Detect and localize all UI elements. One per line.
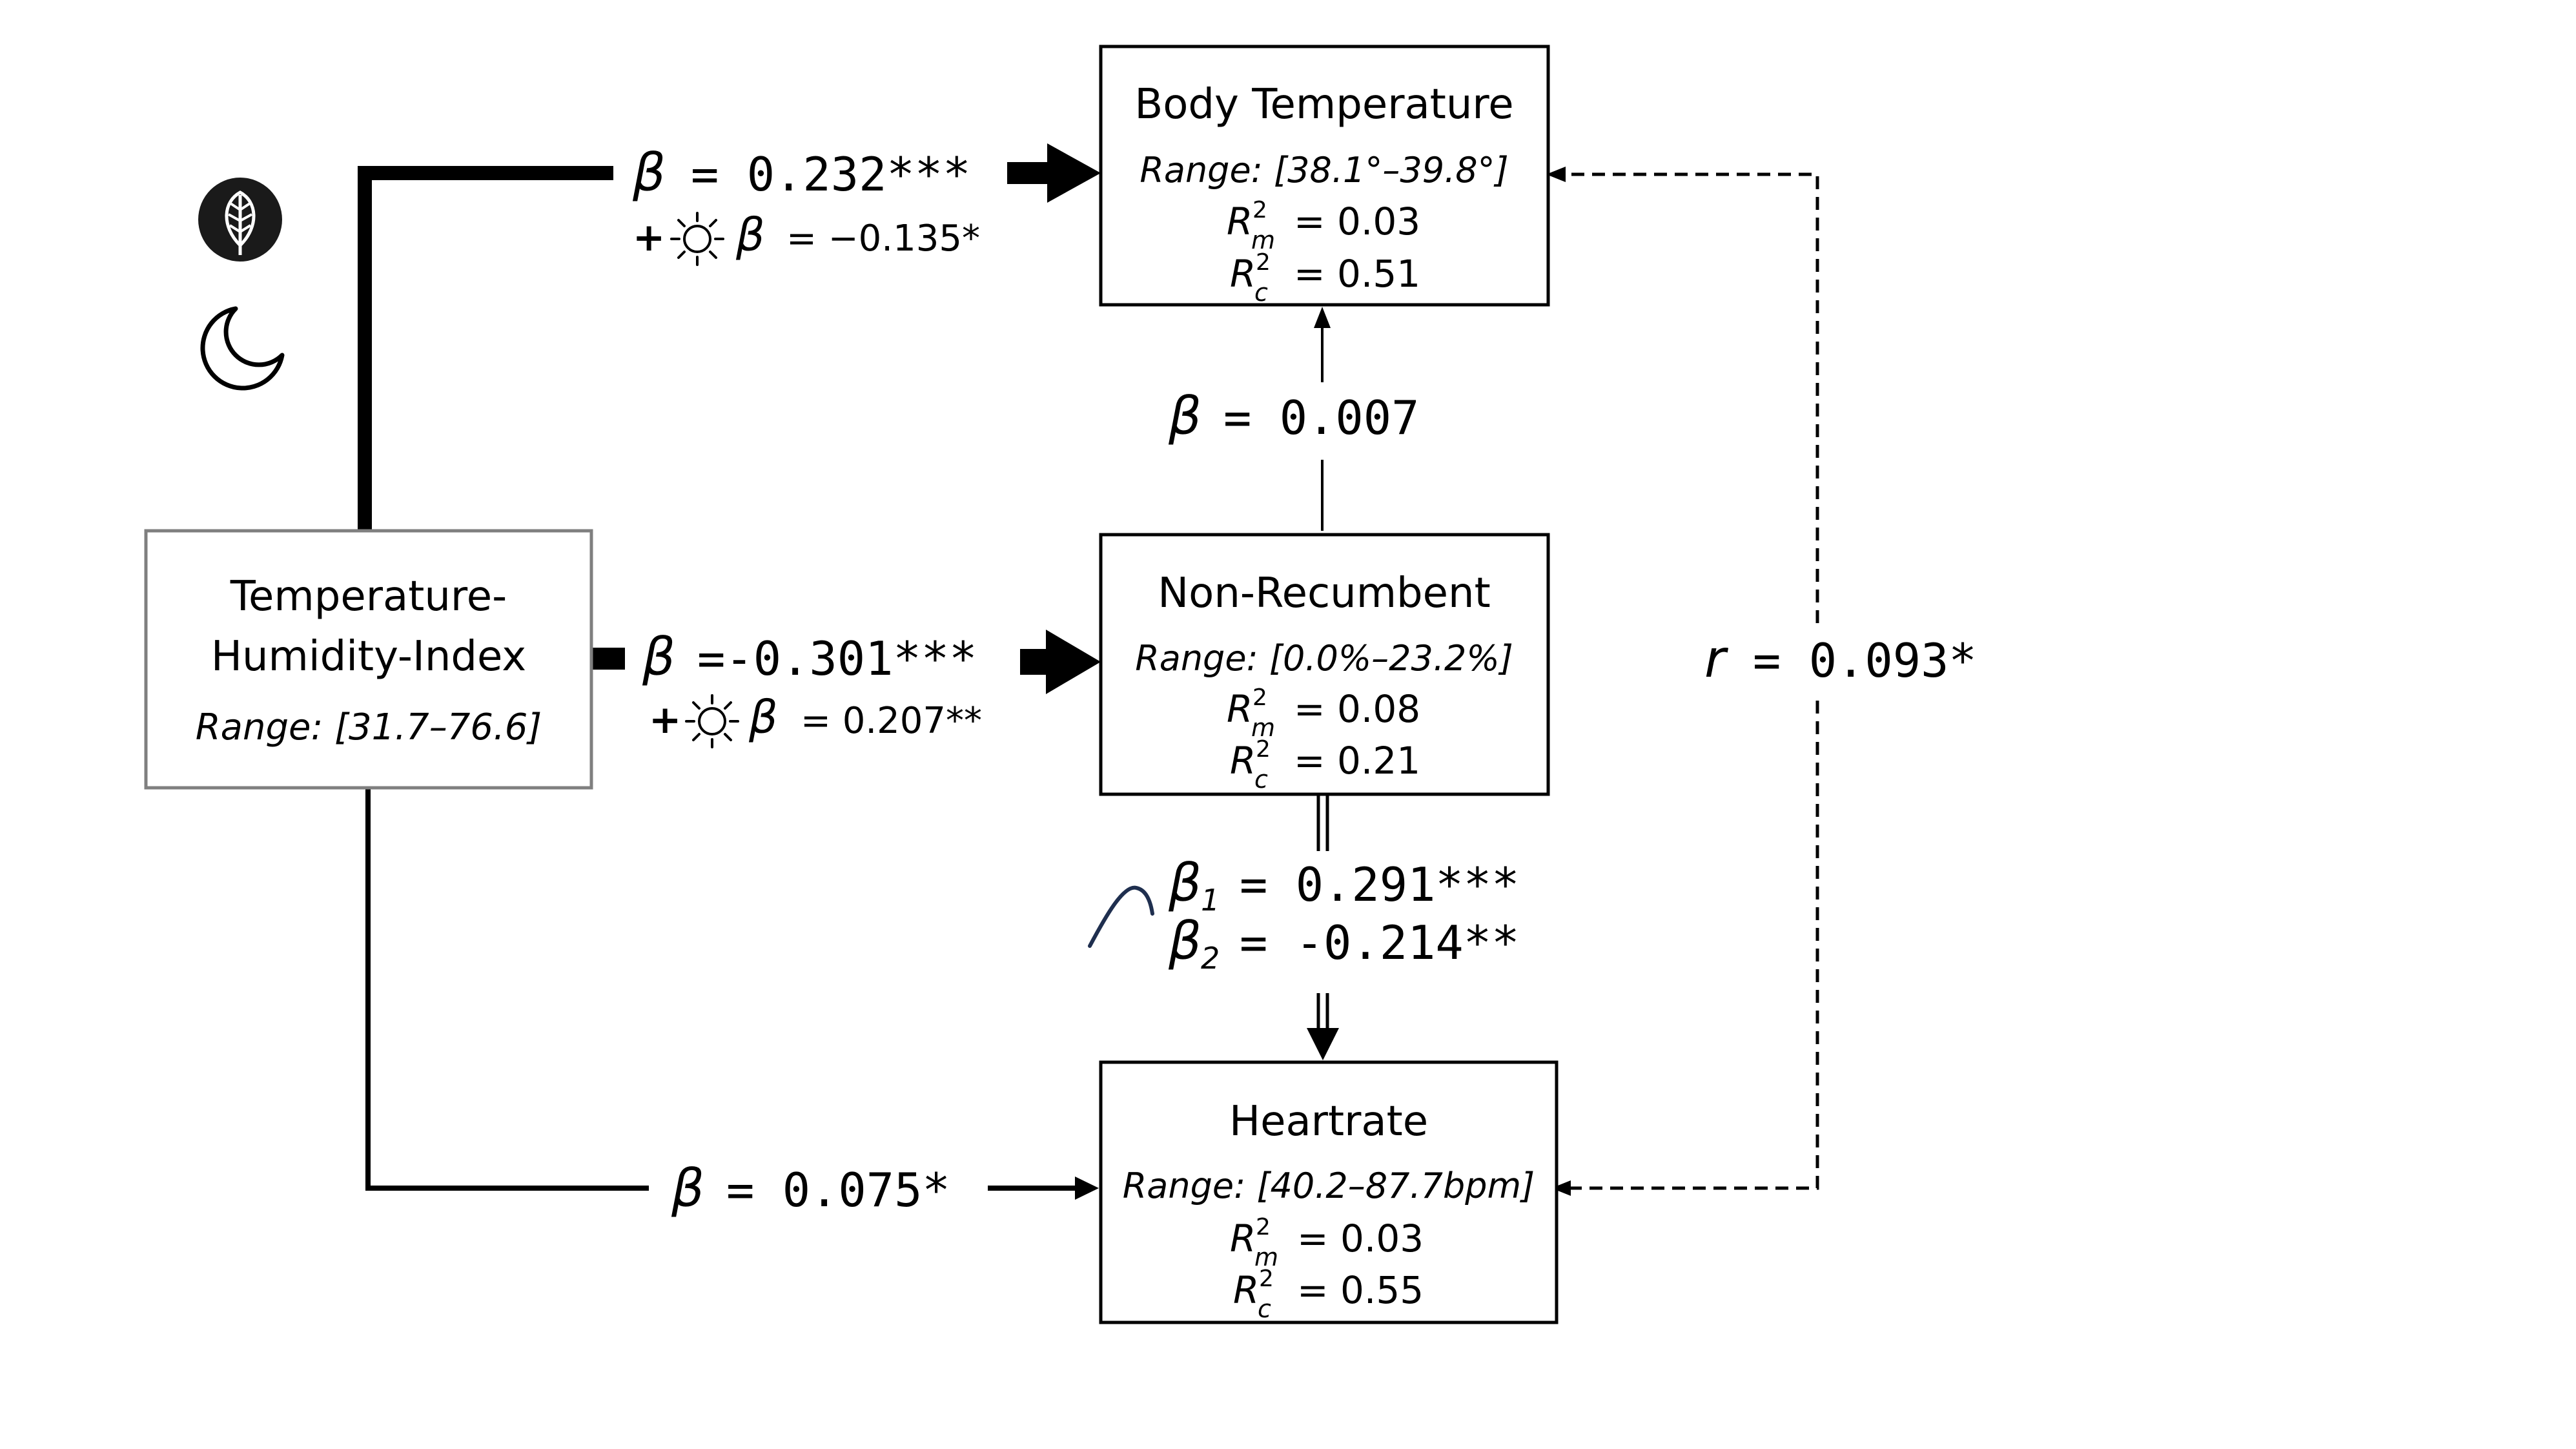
arrowhead — [1047, 143, 1101, 203]
label-non-recumbent-to-body-temperature: β = 0.007 — [1168, 386, 1419, 446]
node-range: Range: [31.7–76.6] — [196, 706, 542, 748]
r2m-value: = 0.08 — [1294, 687, 1420, 731]
r2c-value: = 0.51 — [1294, 252, 1420, 296]
edge-thi-to-body-temperature — [358, 143, 1101, 529]
label-thi-to-non-recumbent: β =-0.301*** + β = 0.207** — [642, 627, 982, 748]
arrowhead — [1307, 1028, 1339, 1060]
node-heartrate: Heartrate Range: [40.2–87.7bpm] R 2 m = … — [1099, 1060, 1559, 1324]
node-range: Range: [38.1°–39.8°] — [1140, 150, 1508, 190]
label-thi-to-heartrate: β = 0.075* — [671, 1158, 950, 1218]
svg-text:β: β — [632, 143, 666, 203]
svg-text:c: c — [1254, 278, 1268, 307]
sun-icon — [670, 212, 724, 266]
node-title: Body Temperature — [1134, 81, 1513, 128]
r2m-value: = 0.03 — [1297, 1217, 1424, 1260]
beta-value: = 0.007 — [1223, 391, 1419, 445]
svg-text:R: R — [1233, 1268, 1259, 1312]
r2c-value: = 0.55 — [1297, 1268, 1424, 1312]
beta-value: = 0.232*** — [691, 147, 970, 201]
svg-text:β: β — [642, 627, 675, 687]
svg-text:1: 1 — [1201, 883, 1220, 918]
arrowhead — [1314, 307, 1331, 328]
node-non-recumbent: Non-Recumbent Range: [0.0%–23.2%] R 2 m … — [1099, 533, 1550, 796]
node-range: Range: [40.2–87.7bpm] — [1123, 1166, 1535, 1206]
svg-text:m: m — [1251, 226, 1275, 254]
svg-text:β: β — [1168, 853, 1201, 913]
svg-text:2: 2 — [1252, 684, 1267, 711]
interaction-beta-value: = −0.135* — [786, 218, 980, 260]
node-body-temperature: Body Temperature Range: [38.1°–39.8°] R … — [1099, 45, 1550, 307]
svg-text:2: 2 — [1201, 941, 1220, 976]
edge-non-recumbent-to-heartrate — [1307, 796, 1339, 1060]
node-range: Range: [0.0%–23.2%] — [1135, 638, 1513, 679]
edge-non-recumbent-to-body-temperature — [1314, 307, 1331, 531]
quadratic-curve-icon — [1088, 885, 1154, 948]
svg-text:β: β — [735, 209, 765, 262]
node-temperature-humidity-index: Temperature- Humidity-Index Range: [31.7… — [144, 529, 593, 790]
beta1-value: = 0.291*** — [1240, 858, 1519, 912]
r2-conditional: R 2 c = 0.51 — [1230, 249, 1420, 307]
r2c-value: = 0.21 — [1294, 739, 1420, 783]
svg-text:R: R — [1227, 200, 1252, 243]
edge-thi-to-heartrate — [365, 788, 1099, 1200]
svg-text:2: 2 — [1259, 1266, 1274, 1292]
node-title-line2: Humidity-Index — [211, 633, 526, 681]
node-title: Non-Recumbent — [1158, 570, 1490, 617]
beta2-value: = -0.214** — [1240, 916, 1519, 970]
svg-text:β: β — [748, 691, 778, 744]
svg-text:m: m — [1251, 714, 1275, 742]
svg-text:c: c — [1258, 1295, 1271, 1323]
svg-text:R: R — [1230, 252, 1256, 296]
leaf-icon — [198, 178, 282, 262]
svg-text:R: R — [1230, 1217, 1256, 1260]
arrowhead — [1046, 630, 1101, 694]
svg-text:β: β — [1168, 386, 1201, 446]
svg-text:β: β — [1168, 911, 1201, 971]
node-title-line1: Temperature- — [230, 573, 507, 621]
arrowhead — [1075, 1177, 1099, 1200]
edge-correlation-body-temperature-heartrate — [1546, 167, 1819, 1196]
svg-text:r: r — [1704, 629, 1729, 689]
beta-value: =-0.301*** — [697, 632, 977, 686]
moon-icon — [200, 306, 285, 391]
r2m-value: = 0.03 — [1294, 200, 1420, 243]
svg-text:β: β — [671, 1158, 704, 1218]
beta-value: = 0.075* — [726, 1163, 950, 1217]
label-correlation: r = 0.093* — [1704, 629, 1977, 689]
r2-marginal: R 2 m = 0.03 — [1227, 197, 1420, 254]
svg-text:c: c — [1254, 765, 1268, 794]
r2-marginal: R 2 m = 0.03 — [1230, 1214, 1424, 1271]
r-value: = 0.093* — [1753, 633, 1977, 688]
label-thi-to-body-temperature: β = 0.232*** + β = −0.135* — [632, 143, 980, 266]
node-title: Heartrate — [1229, 1098, 1428, 1146]
r2-conditional: R 2 c = 0.21 — [1230, 736, 1420, 794]
svg-text:m: m — [1254, 1243, 1278, 1271]
svg-text:R: R — [1227, 687, 1252, 731]
svg-text:2: 2 — [1256, 736, 1271, 763]
arrowhead — [1551, 1180, 1571, 1196]
svg-text:+: + — [649, 697, 681, 743]
svg-text:2: 2 — [1252, 197, 1267, 223]
interaction-beta-value: = 0.207** — [801, 700, 982, 742]
svg-text:+: + — [633, 215, 665, 260]
label-non-recumbent-to-heartrate: β 1 = 0.291*** β 2 = -0.214** — [1088, 853, 1519, 976]
svg-text:R: R — [1230, 739, 1256, 783]
svg-text:2: 2 — [1256, 1214, 1271, 1240]
edge-thi-to-non-recumbent — [591, 630, 1101, 694]
r2-conditional: R 2 c = 0.55 — [1233, 1266, 1424, 1323]
svg-text:2: 2 — [1256, 249, 1271, 276]
sun-icon — [685, 694, 739, 748]
arrowhead — [1546, 167, 1566, 182]
r2-marginal: R 2 m = 0.08 — [1227, 684, 1420, 742]
